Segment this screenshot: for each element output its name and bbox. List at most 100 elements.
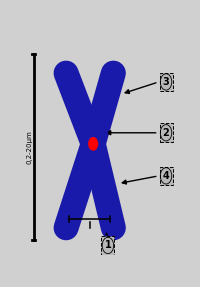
Ellipse shape: [107, 218, 120, 238]
Circle shape: [80, 123, 97, 146]
Circle shape: [79, 150, 88, 163]
Circle shape: [75, 108, 85, 122]
Circle shape: [83, 142, 99, 165]
Circle shape: [87, 122, 103, 145]
Circle shape: [102, 203, 112, 217]
FancyBboxPatch shape: [101, 236, 114, 255]
Circle shape: [72, 197, 79, 208]
Text: 4: 4: [163, 171, 169, 181]
Circle shape: [69, 190, 83, 211]
Circle shape: [80, 176, 89, 189]
Circle shape: [98, 125, 107, 138]
Circle shape: [88, 119, 97, 133]
Circle shape: [66, 201, 76, 215]
Circle shape: [60, 73, 70, 88]
Circle shape: [65, 212, 76, 228]
Circle shape: [78, 100, 87, 113]
Circle shape: [80, 112, 89, 124]
Circle shape: [102, 197, 110, 208]
Circle shape: [97, 113, 106, 125]
Circle shape: [66, 69, 76, 83]
Circle shape: [70, 195, 77, 206]
FancyBboxPatch shape: [160, 73, 173, 91]
Circle shape: [78, 187, 87, 201]
Circle shape: [96, 100, 105, 113]
Circle shape: [94, 165, 103, 177]
Circle shape: [85, 142, 92, 152]
Circle shape: [70, 179, 86, 202]
Circle shape: [106, 84, 114, 94]
Circle shape: [104, 196, 112, 206]
Circle shape: [100, 82, 116, 105]
Circle shape: [110, 73, 120, 87]
FancyBboxPatch shape: [160, 166, 173, 185]
Circle shape: [63, 203, 73, 217]
Circle shape: [95, 173, 107, 190]
Circle shape: [79, 163, 88, 175]
Circle shape: [94, 135, 101, 146]
Circle shape: [82, 165, 90, 177]
Circle shape: [74, 172, 86, 189]
Circle shape: [79, 152, 92, 171]
Circle shape: [95, 106, 105, 120]
Circle shape: [62, 74, 76, 94]
Circle shape: [69, 207, 79, 221]
Text: 2: 2: [163, 128, 169, 138]
Circle shape: [72, 104, 81, 117]
Circle shape: [73, 94, 85, 111]
Circle shape: [91, 131, 98, 141]
Circle shape: [89, 138, 98, 150]
Circle shape: [88, 156, 98, 170]
Circle shape: [69, 220, 76, 231]
Circle shape: [91, 146, 98, 156]
Circle shape: [88, 146, 95, 156]
Circle shape: [88, 141, 105, 164]
Circle shape: [104, 82, 112, 93]
Circle shape: [100, 95, 112, 113]
Circle shape: [96, 164, 105, 176]
Circle shape: [85, 136, 92, 146]
Circle shape: [101, 173, 110, 185]
Circle shape: [95, 187, 104, 200]
Circle shape: [76, 88, 85, 102]
Circle shape: [94, 143, 101, 153]
Circle shape: [102, 207, 111, 220]
Circle shape: [78, 113, 87, 125]
Circle shape: [104, 69, 114, 83]
Circle shape: [66, 82, 82, 105]
Circle shape: [59, 214, 67, 225]
Text: 3: 3: [163, 77, 169, 87]
Ellipse shape: [60, 63, 73, 83]
Ellipse shape: [60, 218, 73, 238]
Circle shape: [74, 172, 83, 185]
Circle shape: [106, 94, 116, 108]
Circle shape: [80, 113, 94, 132]
Text: 1: 1: [105, 241, 111, 251]
Circle shape: [105, 182, 114, 195]
Circle shape: [67, 84, 75, 94]
Circle shape: [66, 95, 76, 109]
Circle shape: [81, 166, 91, 180]
Circle shape: [89, 154, 103, 173]
Circle shape: [97, 89, 106, 102]
Circle shape: [78, 125, 88, 139]
Circle shape: [97, 164, 106, 178]
Circle shape: [108, 203, 118, 218]
Circle shape: [100, 189, 115, 210]
Circle shape: [87, 155, 97, 169]
Ellipse shape: [107, 63, 120, 83]
Circle shape: [113, 215, 121, 226]
Circle shape: [102, 73, 117, 93]
Circle shape: [96, 179, 112, 202]
FancyBboxPatch shape: [160, 123, 173, 142]
Circle shape: [87, 118, 97, 132]
Circle shape: [107, 210, 118, 226]
Circle shape: [103, 219, 111, 230]
Circle shape: [68, 181, 78, 195]
Circle shape: [95, 112, 103, 124]
Text: 0,2-20μm: 0,2-20μm: [27, 130, 33, 164]
Circle shape: [69, 82, 77, 93]
Circle shape: [88, 132, 95, 142]
Circle shape: [97, 150, 107, 164]
Circle shape: [94, 115, 107, 134]
